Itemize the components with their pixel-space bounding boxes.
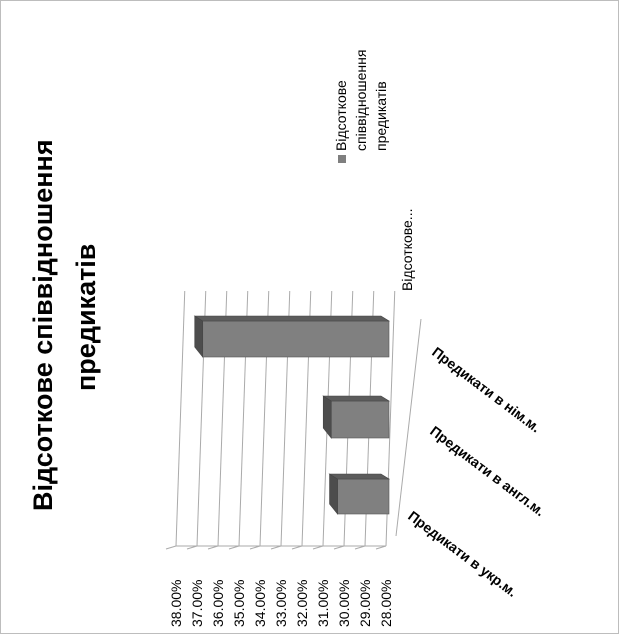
bar-end [194,315,204,358]
y-tick-label: 35.00% [231,580,247,627]
y-tick-label: 34.00% [252,580,268,627]
y-tick-label: 33.00% [273,580,289,627]
chart-title-line-1: Відсоткове співвідношення [28,139,58,511]
series-axis-label: Відсоткове... [399,209,415,291]
y-tick-label: 29.00% [357,580,373,627]
bar [337,478,390,515]
bars [193,315,391,515]
gridline-foot [165,545,177,550]
y-tick-label: 30.00% [336,580,352,627]
bar-side [322,395,391,402]
bar-side [193,315,391,322]
bar [202,320,390,358]
category-label: Предикати в укр.м. [405,508,520,600]
legend: Відсоткове співвідношення предикатів [333,50,389,163]
bar-side [328,473,391,480]
legend-line-1: Відсоткове [333,80,349,151]
chart-title-line-2: предикатів [71,244,101,391]
category-label: Предикати в англ.м. [427,423,548,520]
category-axis-line [395,318,422,537]
category-label: Предикати в нім.м. [429,344,544,436]
y-tick-label: 38.00% [168,580,184,627]
y-tick-label: 28.00% [378,580,394,627]
y-axis-ticks: 28.00% 29.00% 30.00% 31.00% 32.00% 33.00% 34.0… [168,580,394,627]
y-tick-label: 31.00% [315,580,331,627]
bar-end [322,395,332,439]
category-labels: Предикати в укр.м.Предикати в англ.м.Пре… [405,344,548,600]
legend-swatch [338,155,346,163]
legend-line-3: предикатів [373,81,389,151]
y-tick-label: 37.00% [189,580,205,627]
bar [330,400,390,439]
y-tick-label: 32.00% [294,580,310,627]
legend-line-2: співвідношення [353,50,369,151]
gridline [175,290,186,547]
y-tick-label: 36.00% [210,580,226,627]
chart-title: Відсоткове співвідношення предикатів [28,139,101,511]
bar-end [329,473,338,515]
